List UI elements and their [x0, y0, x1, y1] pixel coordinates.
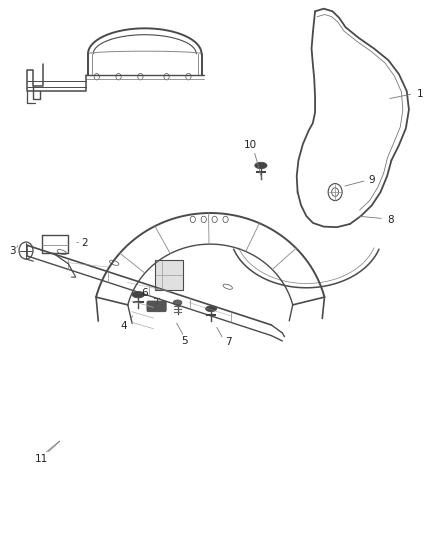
Text: 4: 4	[120, 321, 127, 331]
Text: 1: 1	[417, 88, 423, 99]
Ellipse shape	[205, 306, 217, 312]
Text: 6: 6	[141, 288, 148, 298]
Text: 11: 11	[35, 454, 48, 464]
Text: 5: 5	[181, 336, 187, 346]
Text: 7: 7	[225, 337, 232, 347]
FancyBboxPatch shape	[147, 301, 166, 312]
Text: 3: 3	[9, 246, 15, 255]
Ellipse shape	[132, 292, 145, 298]
Text: 8: 8	[387, 215, 393, 225]
Text: 2: 2	[81, 238, 88, 247]
Text: 10: 10	[244, 140, 257, 150]
Text: 9: 9	[368, 175, 375, 185]
Ellipse shape	[255, 163, 267, 168]
FancyBboxPatch shape	[155, 260, 183, 290]
Ellipse shape	[173, 300, 182, 305]
